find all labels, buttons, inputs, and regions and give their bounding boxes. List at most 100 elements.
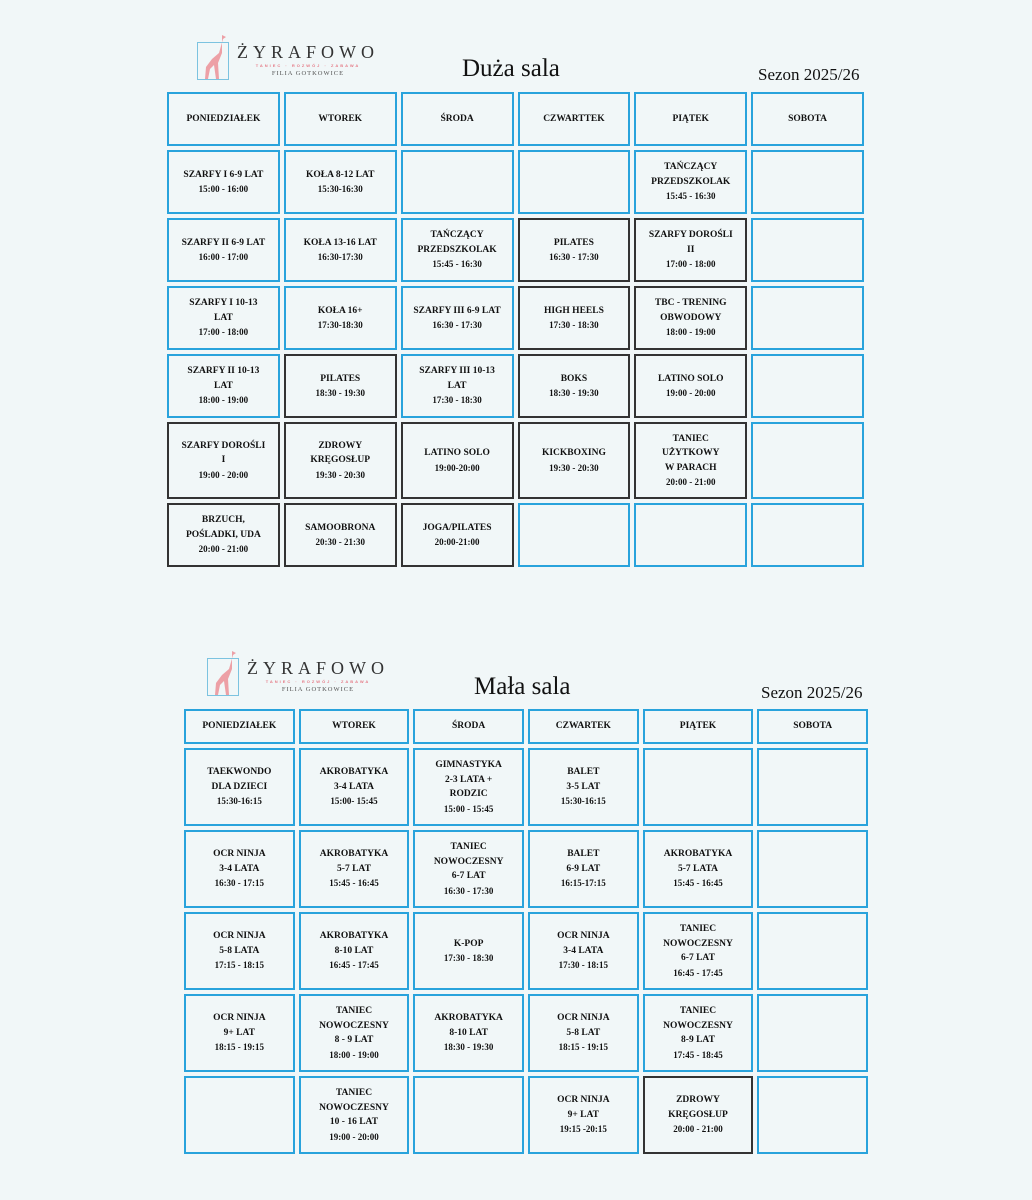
class-cell: OCR NINJA 5-8 LATA 17:15 - 18:15	[184, 912, 295, 990]
empty-cell	[751, 354, 864, 418]
class-cell: TANIEC NOWOCZESNY 8 - 9 LAT 18:00 - 19:00	[298, 994, 410, 1072]
class-cell: ZDROWY KRĘGOSŁUP 19:30 - 20:30	[283, 422, 397, 499]
class-name: AKROBATYKA 3-4 LATA	[319, 767, 389, 792]
class-time: 16:15-17:15	[560, 878, 606, 889]
class-cell: SZARFY DOROŚLI I 19:00 - 20:00	[167, 422, 280, 499]
class-cell: TBC - TRENING OBWODOWY 18:00 - 19:00	[634, 286, 748, 350]
class-time: 15:45 - 16:45	[329, 878, 379, 889]
class-name: SZARFY DOROŚLI I	[181, 440, 266, 466]
class-time: 15:45 - 16:30	[665, 191, 716, 202]
brand-tagline: TANIEC · ROZWÓJ · ZABAWA	[265, 679, 371, 684]
brand-name: ŻYRAFOWO	[237, 42, 379, 62]
class-time: 17:30 - 18:30	[432, 395, 482, 406]
class-name: KOŁA 16+	[317, 305, 363, 316]
day-header: ŚRODA	[413, 709, 524, 744]
class-cell: AKROBATYKA 5-7 LAT 15:45 - 16:45	[298, 830, 410, 908]
class-name: GIMNASTYKA 2-3 LATA + RODZIC	[435, 760, 502, 799]
empty-cell	[757, 994, 868, 1072]
class-time: 15:00 - 15:45	[443, 803, 494, 814]
class-time: 18:30 - 19:30	[315, 388, 365, 398]
empty-cell	[634, 503, 748, 567]
class-name: ZDROWY KRĘGOSŁUP	[668, 1095, 728, 1120]
day-header: PONIEDZIAŁEK	[184, 709, 295, 744]
class-time: 18:00 - 19:00	[665, 327, 716, 338]
class-time: 19:00 - 20:00	[198, 469, 249, 480]
class-time: 15:45 - 16:30	[432, 259, 482, 270]
class-cell: SZARFY III 10-13 LAT 17:30 - 18:30	[400, 354, 514, 418]
class-time: 19:30 - 20:30	[549, 462, 599, 473]
class-name: OCR NINJA 9+ LAT	[557, 1095, 610, 1120]
class-cell: KOŁA 8-12 LAT 15:30-16:30	[283, 150, 397, 214]
class-cell: BALET 3-5 LAT 15:30-16:15	[527, 748, 639, 826]
class-time: 17:30-18:30	[317, 320, 363, 330]
season-label: Sezon 2025/26	[758, 65, 860, 84]
class-time: 17:00 - 18:00	[665, 259, 716, 270]
day-header: CZWARTTEK	[517, 92, 631, 146]
empty-cell	[184, 1076, 295, 1154]
empty-cell	[757, 830, 868, 908]
class-time: 19:15 -20:15	[559, 1124, 607, 1135]
class-name: AKROBATYKA 5-7 LATA	[663, 849, 733, 874]
class-cell: LATINO SOLO 19:00-20:00	[400, 422, 514, 499]
class-time: 17:30 - 18:30	[549, 320, 599, 330]
class-name: BOKS	[560, 373, 588, 384]
class-time: 19:00-20:00	[434, 462, 480, 473]
empty-cell	[751, 422, 864, 499]
brand-branch: FILIA GOTKOWICE	[271, 70, 345, 77]
class-cell: AKROBATYKA 5-7 LATA 15:45 - 16:45	[642, 830, 754, 908]
day-header: SOBOTA	[751, 92, 864, 146]
empty-cell	[757, 1076, 868, 1154]
class-cell: BALET 6-9 LAT 16:15-17:15	[527, 830, 639, 908]
class-cell: OCR NINJA 9+ LAT 19:15 -20:15	[527, 1076, 639, 1154]
class-time: 19:30 - 20:30	[315, 469, 365, 480]
class-cell: JOGA/PILATES 20:00-21:00	[400, 503, 514, 567]
class-name: SZARFY III 10-13 LAT	[419, 366, 495, 391]
class-name: KOŁA 8-12 LAT	[306, 169, 375, 180]
class-cell: OCR NINJA 3-4 LATA 17:30 - 18:15	[527, 912, 639, 990]
class-time: 15:30-16:15	[216, 796, 262, 807]
class-time: 20:00 - 21:00	[673, 1124, 723, 1135]
class-name: PILATES	[553, 237, 594, 248]
class-name: TAŃCZĄCY PRZEDSZKOLAK	[417, 230, 497, 255]
class-name: SZARFY I 10-13 LAT	[189, 298, 258, 323]
class-name: SZARFY I 6-9 LAT	[183, 169, 264, 180]
class-name: TBC - TRENING OBWODOWY	[654, 298, 727, 323]
day-header: ŚRODA	[400, 92, 514, 146]
class-name: OCR NINJA 3-4 LATA	[557, 931, 610, 956]
class-name: SZARFY II 10-13 LAT	[187, 366, 260, 391]
class-name: AKROBATYKA 5-7 LAT	[319, 849, 389, 874]
day-header: PIĄTEK	[642, 709, 754, 744]
class-cell: PILATES 18:30 - 19:30	[283, 354, 397, 418]
class-time: 17:30 - 18:15	[558, 960, 609, 971]
class-time: 17:15 - 18:15	[214, 960, 265, 971]
class-time: 15:30-16:30	[317, 184, 363, 194]
class-cell: TANIEC NOWOCZESNY 6-7 LAT 16:30 - 17:30	[413, 830, 524, 908]
class-time: 16:45 - 17:45	[329, 960, 379, 971]
class-cell: KICKBOXING 19:30 - 20:30	[517, 422, 631, 499]
class-time: 16:30-17:30	[317, 252, 363, 262]
class-name: SZARFY II 6-9 LAT	[181, 237, 266, 248]
empty-cell	[642, 748, 754, 826]
class-time: 16:45 - 17:45	[673, 967, 723, 978]
brand-logo: ŻYRAFOWO TANIEC · ROZWÓJ · ZABAWA FILIA …	[207, 651, 389, 696]
class-cell: KOŁA 16+ 17:30-18:30	[283, 286, 397, 350]
class-name: KOŁA 13-16 LAT	[303, 237, 377, 248]
day-header: WTOREK	[283, 92, 397, 146]
giraffe-icon	[197, 35, 229, 80]
class-time: 15:00- 15:45	[330, 796, 378, 807]
class-name: JOGA/PILATES	[422, 522, 492, 533]
class-cell: LATINO SOLO 19:00 - 20:00	[634, 354, 748, 418]
day-header: PIĄTEK	[634, 92, 748, 146]
class-name: HIGH HEELS	[543, 305, 604, 316]
class-cell: SZARFY II 10-13 LAT 18:00 - 19:00	[167, 354, 280, 418]
empty-cell	[751, 218, 864, 282]
class-cell: OCR NINJA 3-4 LATA 16:30 - 17:15	[184, 830, 295, 908]
class-cell: SZARFY I 6-9 LAT 15:00 - 16:00	[167, 150, 280, 214]
schedule-table: PONIEDZIAŁEK WTOREK ŚRODA CZWARTTEK PIĄTEK SO…	[167, 92, 864, 567]
class-name: AKROBATYKA 8-10 LAT	[434, 1013, 503, 1038]
class-cell: TANIEC NOWOCZESNY 10 - 16 LAT 19:00 - 20:…	[298, 1076, 410, 1154]
class-cell: SZARFY DOROŚLI II 17:00 - 18:00	[634, 218, 748, 282]
day-header: PONIEDZIAŁEK	[167, 92, 280, 146]
class-time: 16:30 - 17:15	[214, 878, 265, 889]
class-name: TANIEC NOWOCZESNY 10 - 16 LAT	[319, 1088, 389, 1127]
